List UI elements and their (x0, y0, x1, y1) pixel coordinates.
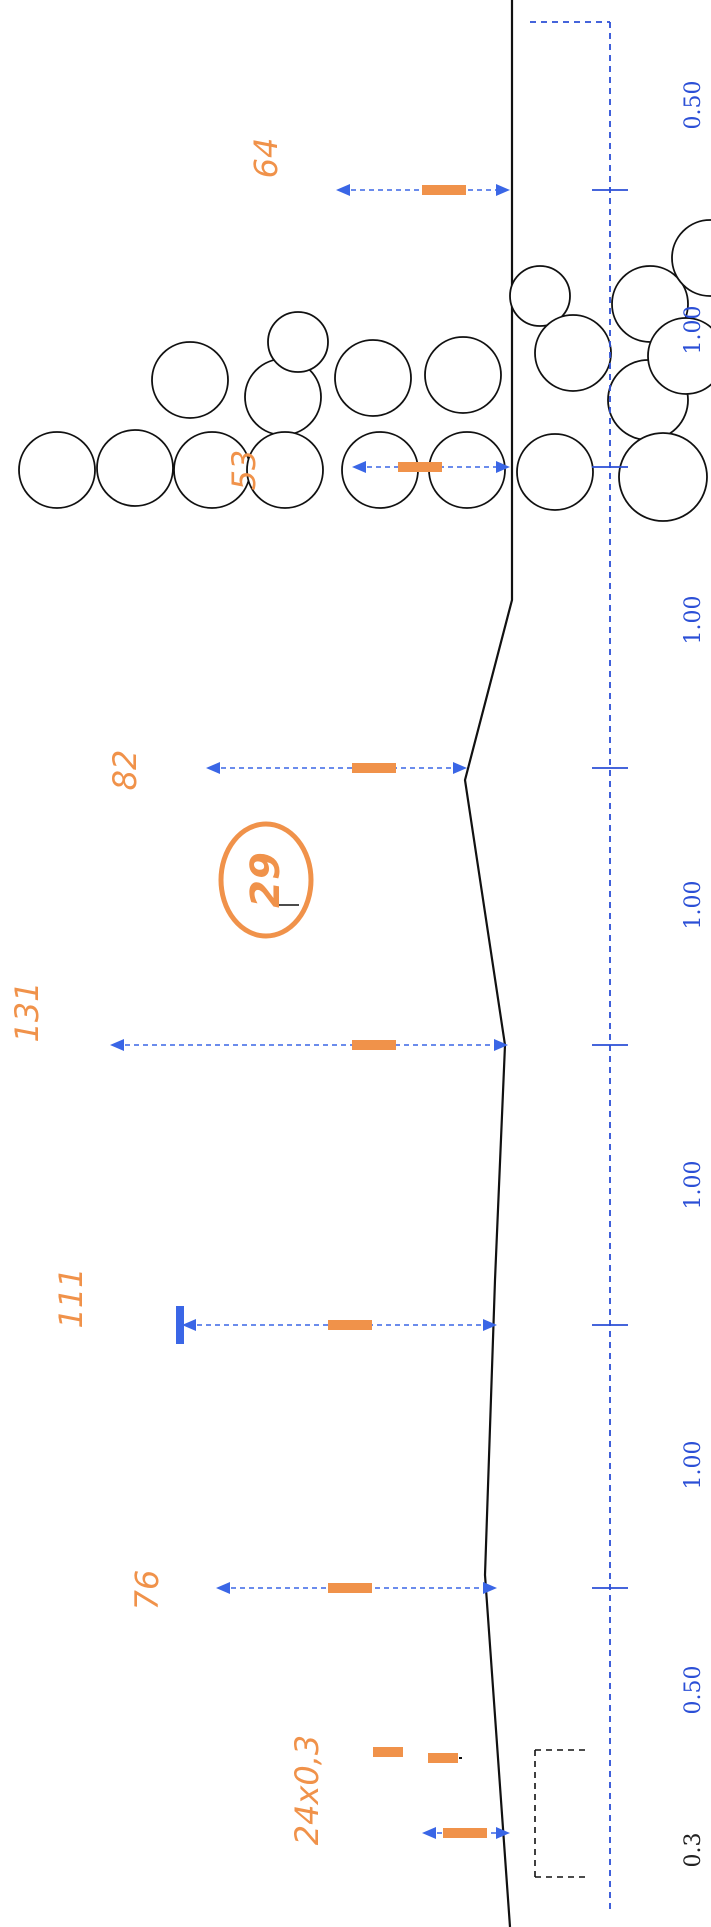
stone (618, 432, 708, 522)
stones-group (18, 219, 711, 522)
height-label-131: 131 (8, 981, 46, 1042)
stone (534, 314, 612, 392)
height-measure-53 (352, 461, 510, 473)
height-label-53: 53 (225, 450, 263, 491)
stone (18, 431, 96, 509)
height-measure-64 (336, 184, 510, 196)
stone (151, 341, 229, 419)
height-measure-76 (216, 1582, 497, 1594)
width-label: 1.00 (681, 1161, 706, 1210)
detail-number: 29 (243, 852, 289, 908)
height-label-82: 82 (106, 750, 144, 791)
stone (424, 336, 502, 414)
stone (671, 219, 711, 297)
rebar-mark (373, 1747, 403, 1757)
stone (246, 431, 324, 509)
width-label: 1.00 (681, 1441, 706, 1490)
stone (509, 265, 571, 327)
height-label-111: 111 (52, 1267, 90, 1328)
width-dimension-chain (530, 21, 628, 1912)
width-label: 1.00 (681, 306, 706, 355)
width-label: 1.00 (681, 596, 706, 645)
stone (334, 339, 412, 417)
stone (267, 311, 329, 373)
detail-callout-badge: 29 (218, 821, 314, 939)
height-label-76: 76 (128, 1570, 166, 1611)
stone (516, 433, 594, 511)
base-profile-line (463, 0, 514, 1927)
width-label: 0.50 (681, 81, 706, 130)
width-label: 0.50 (681, 1666, 706, 1715)
height-measure-111 (176, 1306, 497, 1344)
height-measure-82 (206, 762, 467, 774)
height-label-64: 64 (247, 138, 285, 179)
stone (647, 317, 711, 395)
width-label-edge: 0.3 (681, 1833, 706, 1868)
width-label: 1.00 (681, 881, 706, 930)
rebar-mark (428, 1753, 458, 1763)
height-measure-131 (110, 1039, 508, 1051)
stone (96, 429, 174, 507)
stone-spec-label: 24x0,3 (288, 1735, 326, 1846)
height-measure-edge (422, 1827, 510, 1839)
